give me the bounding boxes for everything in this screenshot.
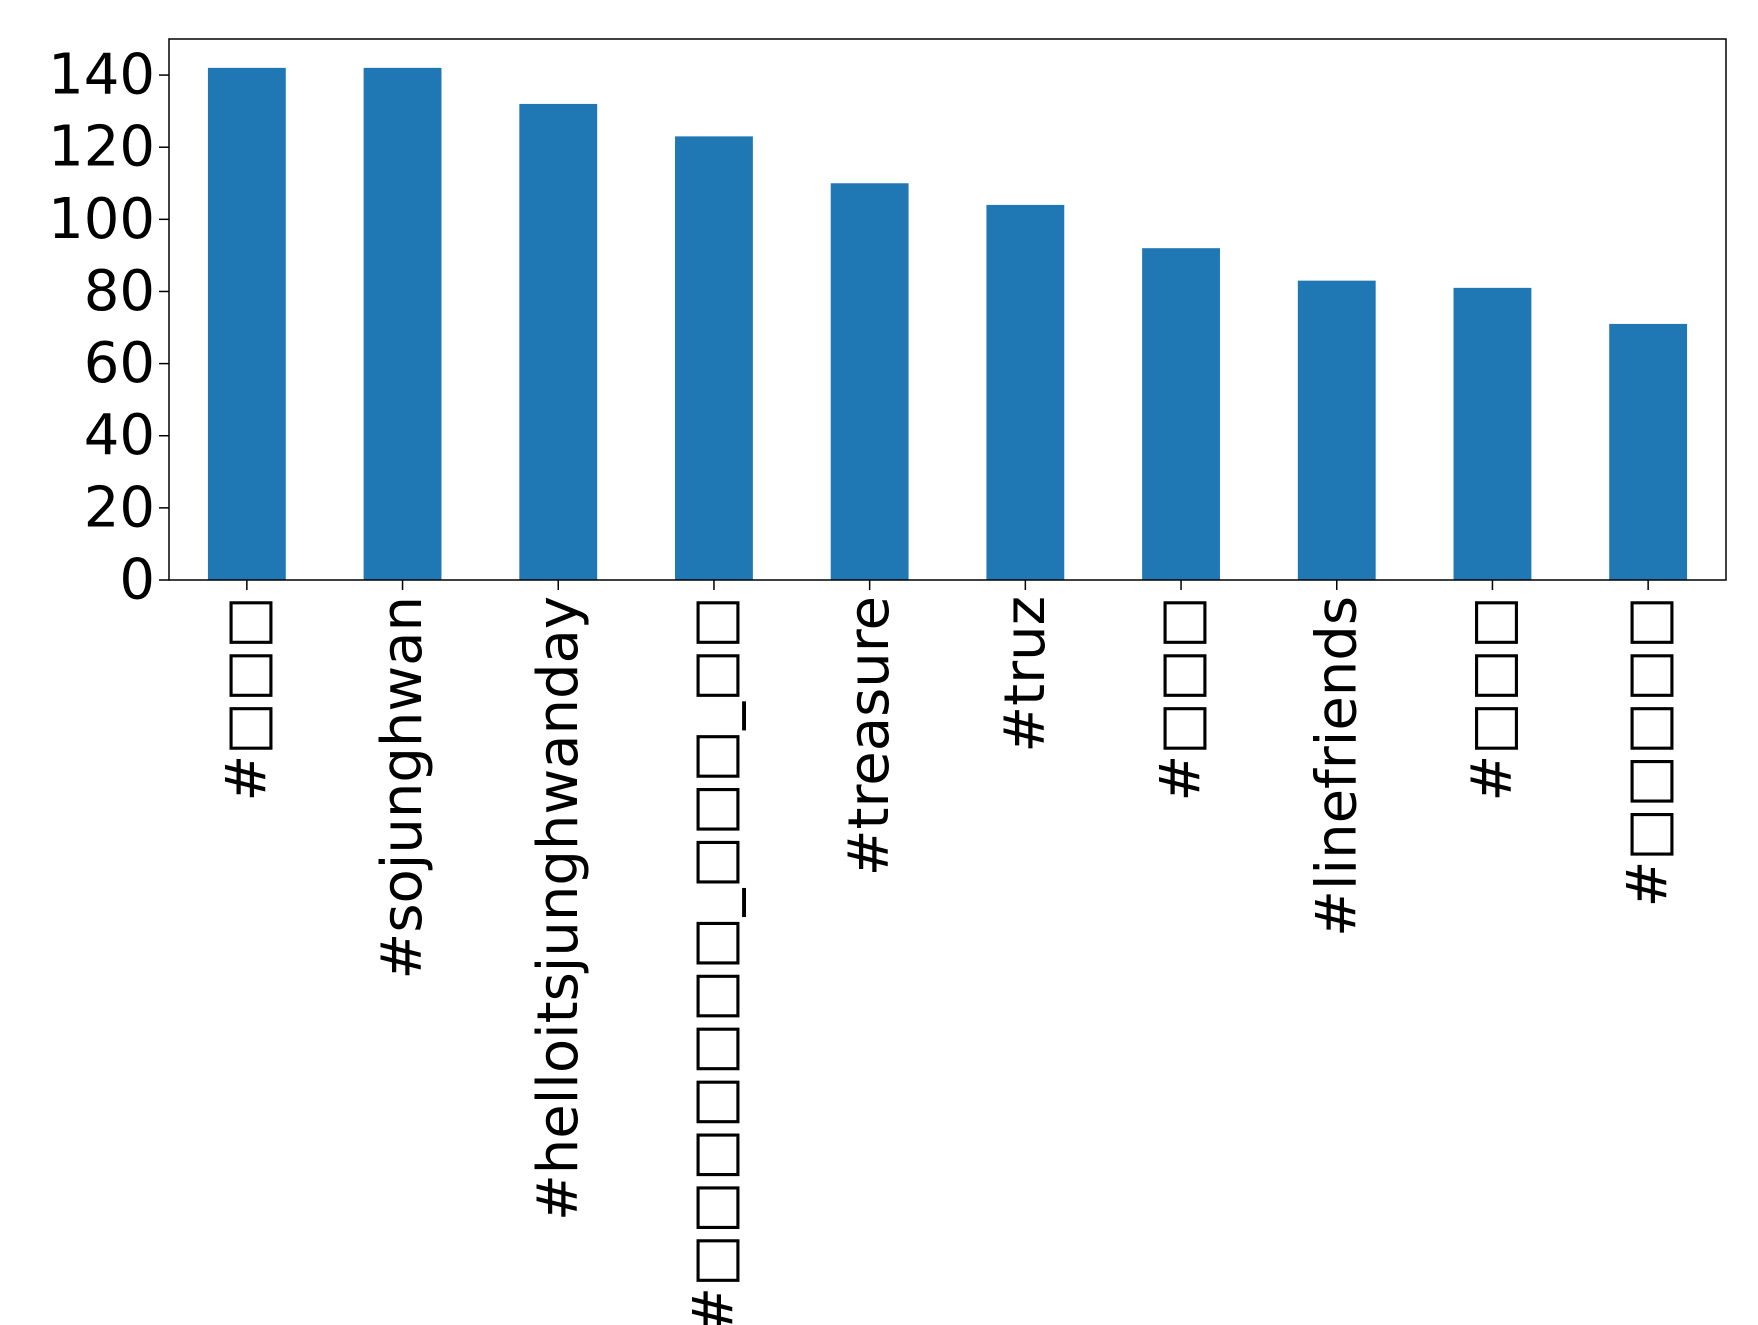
y-axis: 0 20 40 60 80 100 120 140 bbox=[48, 43, 169, 613]
x-tick-label: #□□□□□□□_□□□_□□ bbox=[681, 596, 746, 1325]
bar-5 bbox=[830, 183, 909, 580]
bar-2 bbox=[363, 67, 442, 580]
y-tick-label: 140 bbox=[48, 43, 155, 108]
bar-6 bbox=[986, 204, 1065, 580]
bar-9 bbox=[1453, 287, 1532, 580]
plot-frame bbox=[168, 38, 1727, 581]
bar-8 bbox=[1297, 280, 1376, 580]
bar-10 bbox=[1609, 323, 1688, 580]
x-tick-label: #helloitsjunghwanday bbox=[526, 596, 591, 1221]
bar-3 bbox=[519, 103, 598, 581]
bars-group bbox=[207, 67, 1688, 581]
x-axis: #□□□ #sojunghwan #helloitsjunghwanday #□□□□… bbox=[214, 580, 1681, 1325]
x-tick-label: #□□□ bbox=[214, 596, 279, 802]
bar-4 bbox=[675, 136, 753, 580]
y-tick-label: 120 bbox=[48, 115, 155, 180]
x-tick-label: #treasure bbox=[837, 596, 902, 876]
bar-7 bbox=[1142, 248, 1220, 581]
y-tick-label: 0 bbox=[119, 548, 155, 613]
bar-1 bbox=[207, 67, 286, 580]
x-tick-label: #□□□ bbox=[1149, 596, 1214, 802]
x-tick-label: #□□□□□ bbox=[1616, 596, 1681, 907]
y-tick-label: 60 bbox=[84, 331, 155, 396]
x-tick-label: #truz bbox=[993, 596, 1058, 753]
y-tick-label: 80 bbox=[84, 259, 155, 324]
y-tick-label: 40 bbox=[84, 403, 155, 468]
x-tick-label: #sojunghwan bbox=[370, 596, 435, 980]
x-tick-label: #□□□ bbox=[1460, 596, 1525, 802]
y-tick-label: 100 bbox=[48, 187, 155, 252]
y-tick-label: 20 bbox=[84, 475, 155, 540]
x-tick-label: #linefriends bbox=[1304, 596, 1369, 937]
